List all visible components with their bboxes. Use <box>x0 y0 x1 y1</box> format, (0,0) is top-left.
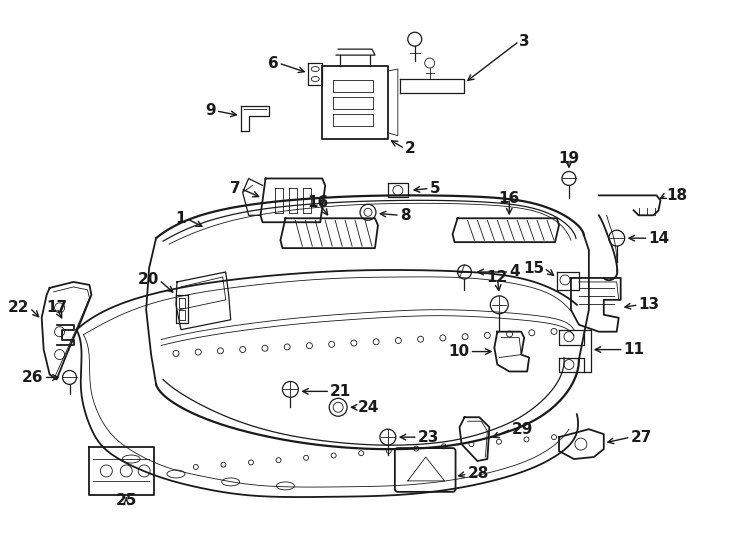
Text: 28: 28 <box>468 467 489 482</box>
Text: 26: 26 <box>22 370 43 385</box>
Text: 19: 19 <box>559 151 580 166</box>
Text: 29: 29 <box>512 422 533 437</box>
Text: 4: 4 <box>509 265 520 280</box>
Text: 10: 10 <box>448 344 470 359</box>
Text: 22: 22 <box>8 300 30 315</box>
Text: 24: 24 <box>358 400 379 415</box>
Text: 16: 16 <box>498 191 520 206</box>
Text: 8: 8 <box>400 208 410 223</box>
Text: 13: 13 <box>639 298 660 312</box>
Text: 6: 6 <box>268 56 278 71</box>
Text: 9: 9 <box>206 103 216 118</box>
Text: 1: 1 <box>175 211 186 226</box>
Text: 11: 11 <box>624 342 644 357</box>
Text: 3: 3 <box>519 33 530 49</box>
Text: 27: 27 <box>631 430 652 444</box>
Text: 20: 20 <box>138 273 159 287</box>
Text: 16: 16 <box>308 195 329 210</box>
Text: 15: 15 <box>523 260 544 275</box>
Text: 23: 23 <box>418 430 439 444</box>
Text: 25: 25 <box>115 494 137 508</box>
Text: 18: 18 <box>666 188 688 203</box>
Text: 17: 17 <box>46 300 68 315</box>
Text: 14: 14 <box>649 231 669 246</box>
Text: 5: 5 <box>429 181 440 196</box>
Text: 21: 21 <box>330 384 352 399</box>
Text: 12: 12 <box>487 271 508 286</box>
Text: 2: 2 <box>405 141 415 156</box>
Text: 7: 7 <box>230 181 241 196</box>
